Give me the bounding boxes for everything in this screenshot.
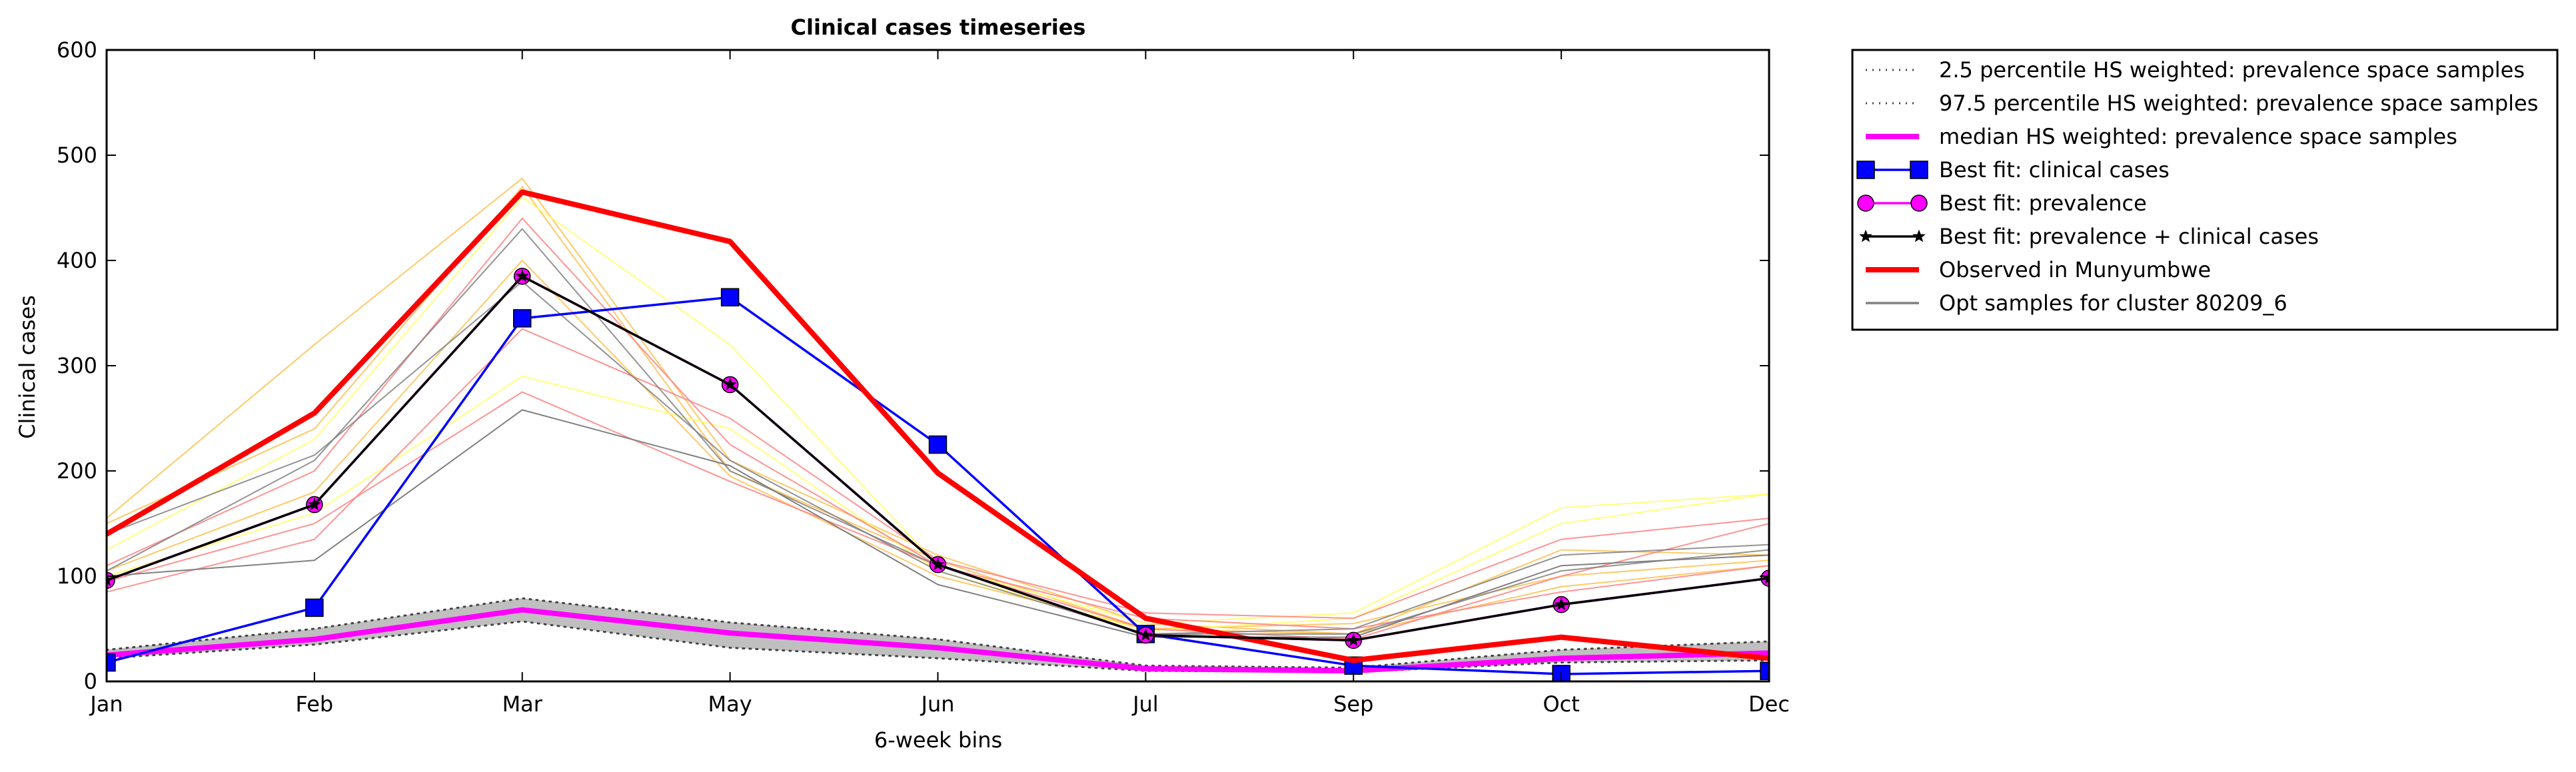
series-5 xyxy=(107,267,1769,649)
legend-entry-3: median HS weighted: prevalence space sam… xyxy=(1866,124,2457,149)
legend-label: Best fit: prevalence xyxy=(1939,191,2147,216)
legend-marker-end xyxy=(1910,194,1928,212)
legend-entry-4: Best fit: clinical cases xyxy=(1856,157,2170,183)
x-tick-label: Jun xyxy=(920,691,955,717)
legend-entry-5: Best fit: prevalence xyxy=(1857,191,2147,216)
legend-entry-2: 97.5 percentile HS weighted: prevalence … xyxy=(1866,91,2538,116)
x-tick-label: May xyxy=(708,691,752,717)
series-6-point-1 xyxy=(107,573,113,586)
legend-label: Best fit: clinical cases xyxy=(1939,157,2170,183)
sample-line-7 xyxy=(107,391,1769,630)
sample-line-9 xyxy=(107,228,1769,635)
legend-label: 2.5 percentile HS weighted: prevalence s… xyxy=(1939,57,2525,83)
series-4-point-3 xyxy=(513,309,532,328)
legend-frame xyxy=(1851,49,2559,331)
legend-label: Observed in Munyumbwe xyxy=(1939,257,2211,282)
series-2-line xyxy=(107,597,1769,669)
legend-label: Best fit: prevalence + clinical cases xyxy=(1939,224,2319,249)
series-6-point-7 xyxy=(1347,633,1361,646)
series-6-point-8 xyxy=(1555,597,1569,611)
plot-area xyxy=(107,177,1769,681)
y-tick-label: 500 xyxy=(57,143,97,168)
series-6-point-2 xyxy=(307,498,321,510)
series-6-point-5 xyxy=(931,558,945,571)
series-6-point-6 xyxy=(1139,628,1153,641)
y-tick-label: 400 xyxy=(57,248,97,273)
legend-marker-start xyxy=(1857,194,1874,212)
plot-root: 0 100 200 300 400 500 600 Jan Feb Mar May Jun Jul Sep… xyxy=(57,37,1790,717)
x-axis-label: 6-week bins xyxy=(874,727,1002,753)
legend-label: median HS weighted: prevalence space sam… xyxy=(1939,124,2457,149)
legend-marker-start xyxy=(1856,161,1875,179)
series-4-point-1 xyxy=(107,653,116,672)
x-tick-label: Sep xyxy=(1333,691,1373,717)
legend-marker-start xyxy=(1859,229,1872,242)
legend-label: 97.5 percentile HS weighted: prevalence … xyxy=(1939,91,2538,116)
series-4-point-9 xyxy=(1760,661,1769,680)
y-tick-label: 200 xyxy=(57,458,97,484)
series-4-point-5 xyxy=(928,435,948,454)
series-1-line xyxy=(107,620,1769,673)
legend-marker-end xyxy=(1910,161,1928,179)
series-7 xyxy=(107,189,1769,663)
x-tick-label: Dec xyxy=(1748,691,1790,717)
x-tick-label: Oct xyxy=(1543,691,1579,717)
legend: 2.5 percentile HS weighted: prevalence s… xyxy=(1851,49,2559,331)
x-tick-label: Jan xyxy=(89,691,123,717)
percentile-band xyxy=(107,598,1769,672)
chart-title: Clinical cases timeseries xyxy=(791,15,1086,40)
series-1 xyxy=(107,620,1769,673)
series-6 xyxy=(107,269,1769,646)
y-tick-label: 600 xyxy=(57,37,97,63)
series-7-line xyxy=(107,189,1769,663)
y-tick-label: 300 xyxy=(57,353,97,378)
series-4 xyxy=(107,288,1769,681)
y-axis-label: Clinical cases xyxy=(15,295,40,439)
series-4-point-4 xyxy=(720,288,740,307)
y-tick-label: 100 xyxy=(57,564,97,589)
series-3 xyxy=(107,607,1769,674)
series-4-point-2 xyxy=(305,598,324,617)
legend-entry-1: 2.5 percentile HS weighted: prevalence s… xyxy=(1866,57,2525,83)
y-tick-label: 0 xyxy=(84,669,97,694)
sample-line-1 xyxy=(107,177,1769,635)
series-2 xyxy=(107,597,1769,669)
legend-entry-7: Observed in Munyumbwe xyxy=(1866,257,2211,282)
legend-marker-end xyxy=(1912,229,1926,242)
x-tick-label: Feb xyxy=(296,691,334,717)
legend-entry-6: Best fit: prevalence + clinical cases xyxy=(1859,224,2319,249)
x-tick-label: Mar xyxy=(502,691,543,717)
series-3-line xyxy=(107,607,1769,674)
series-6-point-4 xyxy=(723,378,737,390)
legend-entry-8: Opt samples for cluster 80209_6 xyxy=(1866,290,2287,316)
x-tick-label: Jul xyxy=(1131,691,1159,717)
legend-label: Opt samples for cluster 80209_6 xyxy=(1939,290,2287,316)
series-6-point-3 xyxy=(515,269,529,282)
